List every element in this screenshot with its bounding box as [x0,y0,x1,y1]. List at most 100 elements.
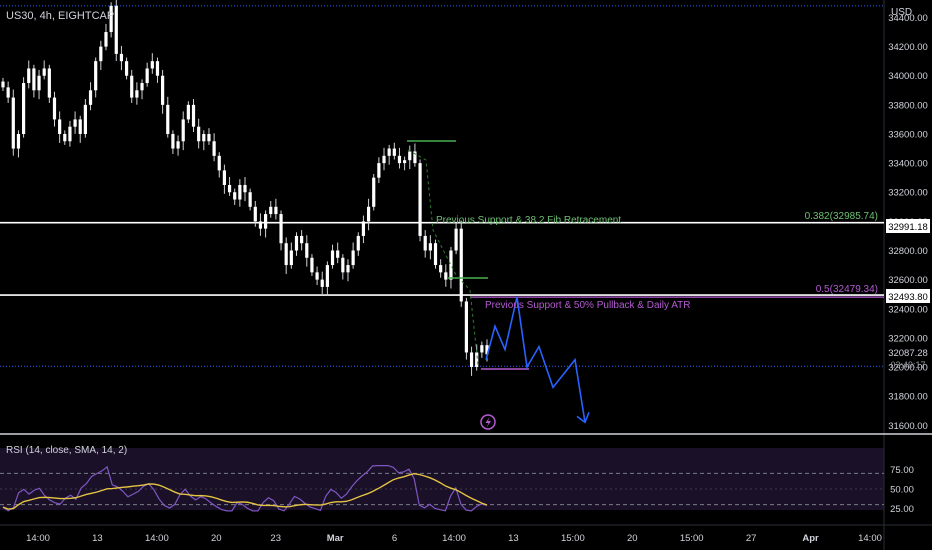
candle-body [135,90,139,98]
candle-body [428,243,432,251]
price-tick-label: 33800.00 [888,100,928,111]
candle-body [99,46,103,62]
candle-body [351,250,355,266]
price-tick-label: 34000.00 [888,71,928,82]
price-tag-382-bg [886,219,930,233]
time-tick-label: 14:00 [442,533,466,544]
candle-body [454,228,458,251]
price-tick-label: 32800.00 [888,246,928,257]
candle-body [109,5,113,33]
lightning-icon[interactable] [480,414,496,430]
rsi-line [2,465,488,512]
time-tick-label: 15:00 [561,533,585,544]
candle-body [274,206,278,215]
candle-body [186,104,190,120]
candle-body [114,5,118,54]
candle-body [63,133,67,142]
candle-body [212,141,216,156]
candle-body [439,265,443,273]
candle-body [310,257,314,273]
candle-body [78,119,82,134]
candle-body [197,126,201,142]
annotation-support-38: Previous Support & 38.2 Fib Retracement [436,215,621,226]
time-tick-label: 13 [508,533,519,544]
candle-body [32,68,36,91]
candle-body [21,83,26,134]
candle-body [397,155,402,164]
rsi-label[interactable]: RSI (14, close, SMA, 14, 2) [6,445,127,456]
candle-body [166,104,170,134]
price-tick-label: 32200.00 [888,333,928,344]
price-axis [884,0,932,550]
candle-body [418,163,422,236]
candle-body [372,177,376,207]
rsi-tick-label: 75.00 [890,465,914,476]
candle-body [253,206,257,222]
price-tag-50-bg [886,289,930,303]
price-tick-label: 34400.00 [888,13,928,24]
candle-body [37,75,41,91]
candle-body [140,83,144,91]
time-tick-label: 14:00 [858,533,882,544]
candle-body [258,221,263,229]
candle-body [305,243,309,258]
candle-body [104,32,108,47]
candle-body [191,104,196,127]
zigzag-dashed [407,149,479,366]
candle-body [289,250,293,266]
candle-body [145,68,149,84]
candle-body [413,151,417,164]
candle-body [202,133,206,142]
candle-body [377,163,381,178]
candle-body [403,160,407,164]
countdown-label: 03:49:17 [890,360,925,370]
candle-body [387,148,391,156]
candle-body [248,192,252,207]
candle-body [382,155,386,164]
price-tick-label: 31600.00 [888,421,928,432]
price-tick-label: 33400.00 [888,159,928,170]
candle-body [392,148,396,156]
candle-body [366,206,371,222]
rsi-band-fill [0,448,884,510]
candle-body [320,279,324,287]
candle-body [475,352,479,368]
candle-body [233,192,237,200]
candle-body [480,345,484,353]
time-tick-label: 6 [392,533,397,544]
candle-body [119,53,124,62]
candle-body [161,75,165,105]
candle-body [238,184,242,200]
time-tick-label: 23 [270,533,281,544]
candle-body [361,221,366,236]
candle-body [1,81,5,88]
rsi-ma-line [2,472,488,510]
candle-body [269,206,273,215]
current-price-tag: 32087.28 [888,348,928,359]
candle-body [243,184,247,193]
candle-body [94,61,98,91]
candle-body [464,301,469,353]
price-tick-label: 31800.00 [888,392,928,403]
candle-body [176,141,180,149]
candle-body [155,61,160,76]
time-tick-label: 15:00 [680,533,704,544]
candle-body [207,133,211,142]
time-tick-label: 27 [746,533,757,544]
time-tick-label: 14:00 [145,533,169,544]
candle-body [315,272,319,280]
candle-body [263,214,268,229]
candle-body [485,345,489,355]
price-tick-label: 32400.00 [888,304,928,315]
candle-body [279,214,283,244]
symbol-label[interactable]: US30, 4h, EIGHTCAP [6,10,114,22]
candle-body [408,151,412,161]
candle-body [130,75,134,98]
candle-body [83,104,87,134]
price-tag-50: 32493.80 [888,292,928,303]
candle-body [16,133,21,149]
time-tick-label: 20 [211,533,222,544]
time-tick-label: Apr [802,533,819,544]
projection-path[interactable] [485,296,586,423]
